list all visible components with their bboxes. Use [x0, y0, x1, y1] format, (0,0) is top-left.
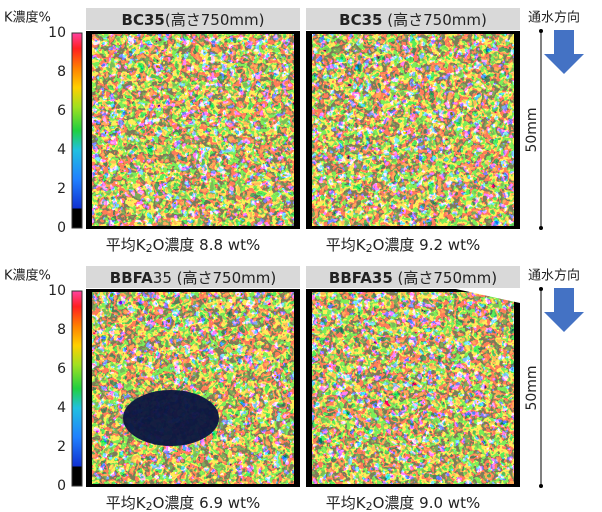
caption: 平均K2O濃度 6.9 wt% — [106, 494, 260, 512]
title-rest: 35 (高さ750mm) — [153, 269, 276, 287]
title-rest: (高さ750mm) — [393, 269, 497, 287]
caption-sub: 2 — [146, 242, 153, 255]
colorbar-tick-label: 4 — [57, 400, 66, 416]
epma-map — [92, 34, 294, 226]
colorbar-label: K濃度% — [4, 10, 51, 26]
panel-title: BBFA35 (高さ750mm) — [329, 269, 497, 287]
caption-prefix: 平均K — [106, 494, 147, 512]
title-bold: BC35 — [339, 11, 382, 29]
colorbar-tick-label: 8 — [57, 322, 66, 338]
title-rest: (高さ750mm) — [165, 11, 265, 29]
edge — [456, 289, 520, 303]
title-bg — [86, 8, 300, 30]
colorbar-tick-label: 4 — [57, 142, 66, 158]
scale-end — [539, 484, 543, 488]
caption-suffix: O濃度 8.8 wt% — [153, 236, 261, 254]
caption-sub: 2 — [366, 500, 373, 512]
caption-prefix: 平均K — [326, 494, 367, 512]
colorbar-tick-label: 0 — [57, 220, 66, 236]
epma-map — [312, 292, 514, 484]
void — [123, 390, 219, 446]
caption-sub: 2 — [366, 242, 373, 255]
scale-end — [539, 29, 543, 33]
colorbar-tick-label: 6 — [57, 361, 66, 377]
panel-title: BBFA35 (高さ750mm) — [110, 269, 276, 287]
flow-label: 通水方向 — [528, 10, 580, 26]
colorbar-label: K濃度% — [4, 268, 51, 284]
panel-title: BC35 (高さ750mm) — [339, 11, 487, 29]
colorbar-tick-label: 8 — [57, 64, 66, 80]
colorbar-tick-label: 2 — [57, 181, 66, 197]
epma-map — [92, 292, 294, 484]
colorbar-tick-label: 10 — [48, 25, 66, 41]
epma-map — [312, 34, 514, 226]
caption: 平均K2O濃度 9.2 wt% — [326, 236, 480, 256]
scale-end — [539, 287, 543, 291]
title-bold: BBFA35 — [329, 269, 393, 287]
flow-arrow — [544, 30, 584, 74]
title-bold: BBFA — [110, 269, 153, 287]
caption-suffix: O濃度 9.2 wt% — [373, 236, 481, 254]
colorbar-tick-label: 0 — [57, 478, 66, 494]
title-bold: BC35 — [122, 11, 165, 29]
colorbar — [71, 32, 83, 229]
title-bg — [306, 8, 520, 30]
caption: 平均K2O濃度 9.0 wt% — [326, 494, 480, 512]
flow-label: 通水方向 — [528, 268, 580, 284]
colorbar-tick-label: 2 — [57, 439, 66, 455]
colorbar-tick-label: 6 — [57, 103, 66, 119]
title-bg — [86, 266, 300, 288]
colorbar-tick-label: 10 — [48, 283, 66, 299]
flow-arrow — [544, 288, 584, 332]
panel-title: BC35(高さ750mm) — [122, 11, 265, 29]
colorbar — [71, 290, 83, 487]
caption-prefix: 平均K — [326, 236, 367, 254]
caption-sub: 2 — [146, 500, 153, 512]
title-rest: (高さ750mm) — [383, 11, 487, 29]
caption-suffix: O濃度 6.9 wt% — [153, 494, 261, 512]
title-bg — [306, 266, 520, 288]
caption: 平均K2O濃度 8.8 wt% — [106, 236, 260, 256]
scale-label: 50mm — [524, 107, 540, 152]
caption-prefix: 平均K — [106, 236, 147, 254]
scale-end — [539, 226, 543, 230]
scale-label: 50mm — [524, 365, 540, 410]
caption-suffix: O濃度 9.0 wt% — [373, 494, 481, 512]
